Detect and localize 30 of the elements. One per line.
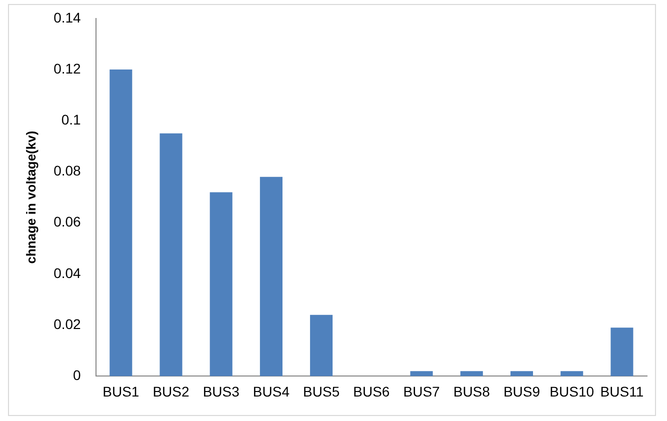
x-tick-label: BUS9 [503, 383, 540, 400]
bar [210, 192, 232, 376]
bar [410, 371, 433, 376]
bar [560, 371, 584, 376]
bar [510, 371, 534, 376]
y-axis-title: chnage in voltage(kv) [23, 130, 38, 264]
y-tick-label: 0.1 [61, 111, 82, 128]
x-tick-label: BUS10 [550, 383, 594, 400]
x-tick-label: BUS4 [252, 383, 290, 400]
y-tick-label: 0.12 [54, 60, 82, 76]
bar [260, 176, 282, 376]
y-tick-label: 0.14 [54, 9, 82, 26]
x-tick-label: BUS7 [403, 383, 440, 400]
x-tick-label: BUS1 [102, 383, 140, 400]
y-tick-label: 0 [73, 367, 82, 384]
y-tick-label: 0.02 [54, 316, 82, 332]
bar [460, 371, 483, 376]
bar [310, 314, 333, 376]
bar [610, 328, 634, 376]
x-tick-label: BUS8 [453, 383, 490, 400]
x-tick-label: BUS6 [353, 383, 390, 400]
y-tick-label: 0.08 [54, 162, 82, 179]
bar [110, 70, 132, 376]
x-tick-label: BUS2 [152, 383, 190, 400]
x-tick-label: BUS3 [202, 383, 240, 400]
bar [160, 133, 182, 376]
x-tick-label: BUS11 [600, 383, 644, 400]
y-tick-label: 0.04 [54, 264, 82, 281]
y-tick-label: 0.06 [54, 214, 82, 230]
x-tick-label: BUS5 [303, 383, 340, 400]
